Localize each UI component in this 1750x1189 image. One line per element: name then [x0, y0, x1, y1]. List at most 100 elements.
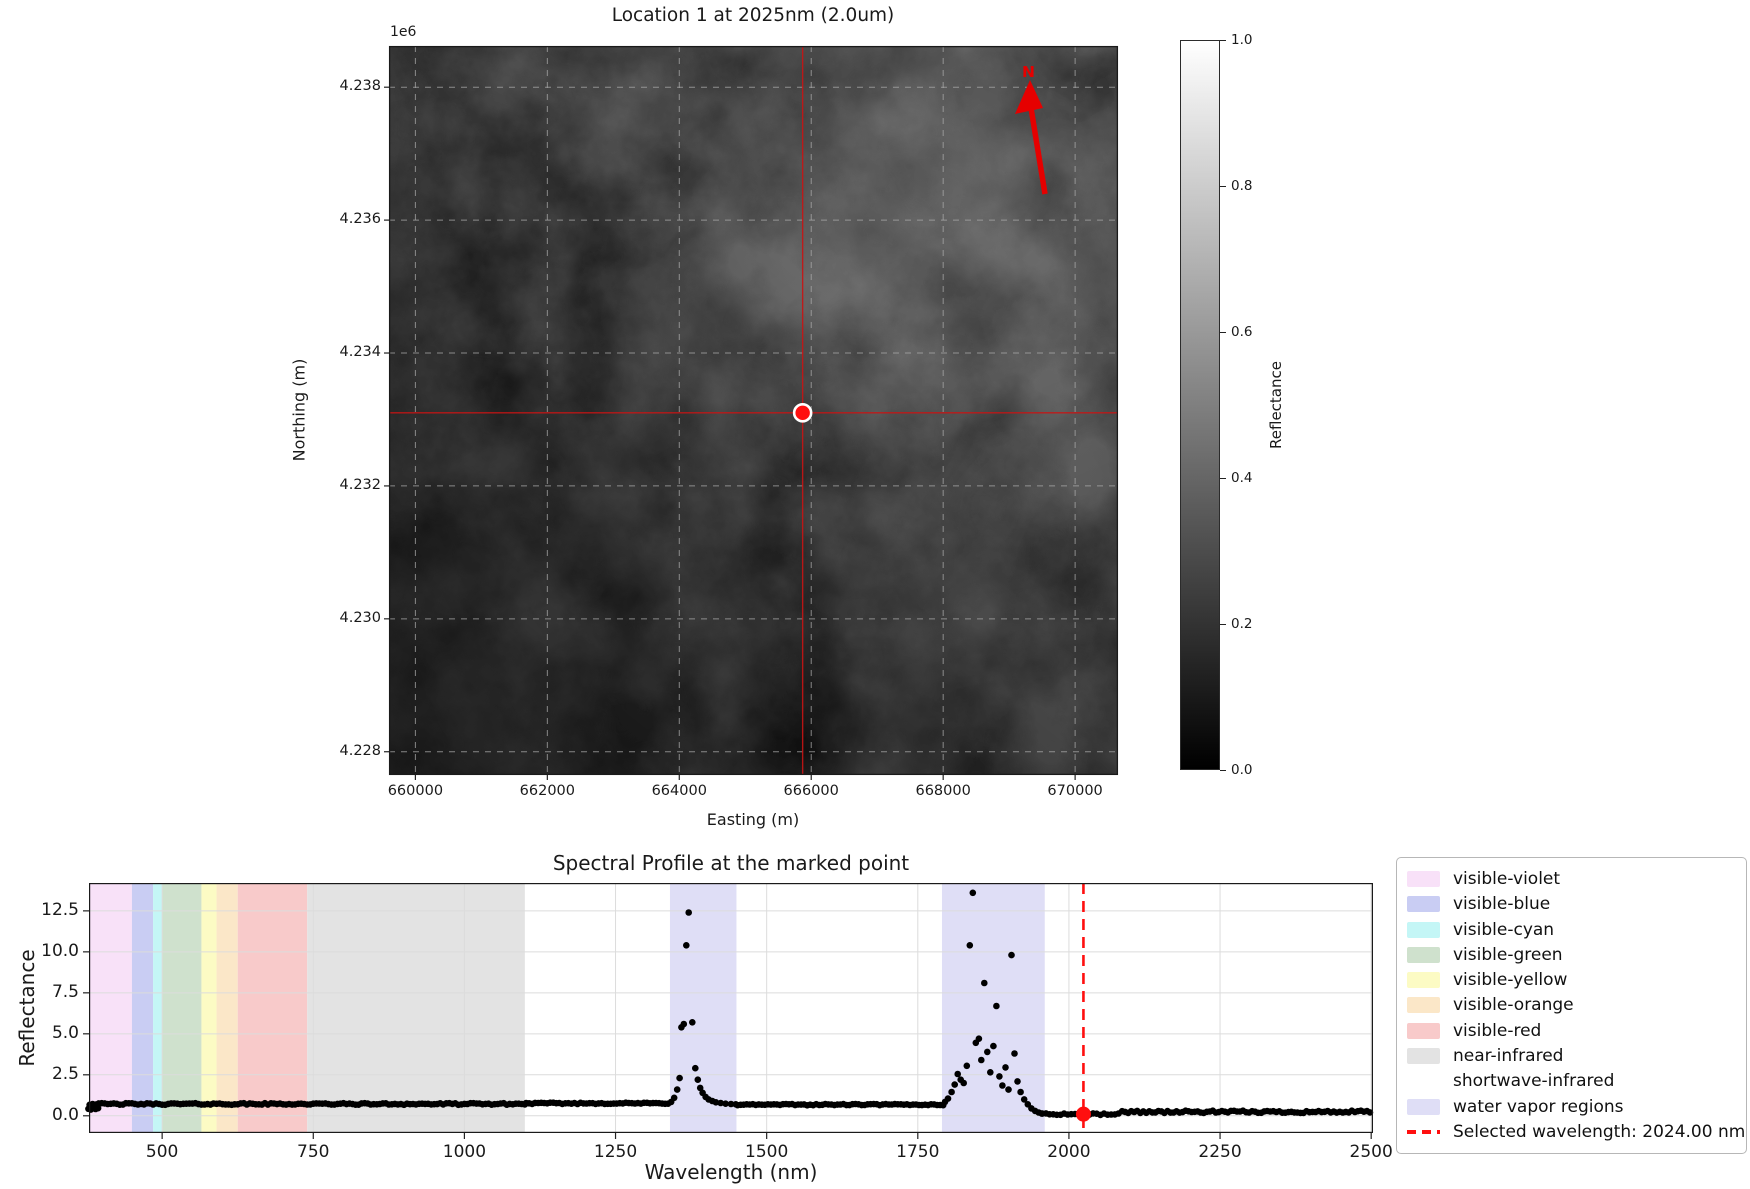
legend-color-swatch	[1407, 1022, 1440, 1039]
band-visible-red	[237, 883, 308, 1133]
tick-mark	[1220, 40, 1226, 42]
legend-item: visible-blue	[1407, 892, 1736, 916]
spectral-plot[interactable]	[83, 883, 1374, 1139]
data-point	[984, 1048, 991, 1056]
legend-item-label: visible-violet	[1453, 869, 1561, 889]
tick-mark	[1220, 770, 1226, 772]
map-y-tick-label: 4.228	[339, 742, 381, 759]
legend-item: visible-violet	[1407, 867, 1736, 891]
data-point	[1005, 1086, 1012, 1093]
legend-color-swatch	[1407, 997, 1440, 1014]
legend-color-swatch	[1407, 1048, 1440, 1065]
spectrum-y-tick-label: 12.5	[41, 899, 79, 920]
legend-item: near-infrared	[1407, 1044, 1736, 1068]
tick-mark	[1220, 332, 1226, 334]
colorbar-tick-label: 1.0	[1231, 32, 1253, 48]
legend-dashed-line-swatch	[1407, 1129, 1440, 1134]
tick-mark	[1220, 624, 1226, 626]
data-point	[676, 1074, 683, 1082]
spectrum-x-tick-label: 1750	[896, 1142, 940, 1162]
spectrum-y-tick-label: 5.0	[51, 1022, 79, 1043]
spectrum-y-tick-label: 0.0	[51, 1104, 79, 1125]
map-plot[interactable]: N	[384, 45, 1119, 780]
map-image[interactable]: N	[384, 45, 1119, 780]
legend-item: visible-red	[1407, 1019, 1736, 1043]
legend-item: shortwave-infrared	[1407, 1069, 1736, 1093]
data-point	[1038, 1110, 1045, 1117]
legend-item: visible-orange	[1407, 993, 1736, 1017]
data-point	[1014, 1078, 1021, 1085]
legend-color-swatch	[1407, 946, 1440, 963]
data-point	[1002, 1064, 1009, 1071]
data-point	[673, 1086, 681, 1093]
data-point	[960, 1079, 967, 1087]
legend-item: visible-cyan	[1407, 918, 1736, 942]
data-point	[727, 1100, 735, 1108]
legend-item-label: visible-red	[1453, 1020, 1542, 1041]
data-point	[1008, 951, 1015, 959]
colorbar-tick-label: 0.8	[1231, 178, 1253, 194]
data-point	[969, 889, 977, 897]
colorbar-tick-label: 0.4	[1231, 470, 1253, 486]
band-visible-yellow	[201, 883, 217, 1133]
data-point	[1017, 1088, 1024, 1096]
map-y-tick-label: 4.238	[339, 78, 381, 95]
colorbar	[1180, 40, 1220, 770]
data-point	[951, 1081, 958, 1088]
legend-item-label: visible-blue	[1453, 894, 1551, 915]
data-point	[694, 1076, 702, 1083]
band-water-vapor-region-2	[941, 883, 1045, 1133]
data-point	[692, 1064, 699, 1072]
spectrum-y-tick-label: 10.0	[41, 940, 79, 961]
legend-item-label: water vapor regions	[1453, 1096, 1624, 1117]
data-point	[996, 1073, 1003, 1080]
marked-point-marker[interactable]	[792, 403, 813, 423]
map-y-tick-label: 4.232	[339, 476, 381, 493]
colorbar-label: Reflectance	[1267, 361, 1285, 449]
svg-text:N: N	[1022, 63, 1035, 81]
data-point	[732, 1101, 740, 1108]
data-point	[1020, 1096, 1028, 1103]
data-point	[1011, 1050, 1018, 1057]
data-point	[722, 1100, 729, 1107]
spectrum-x-tick-label: 750	[297, 1142, 330, 1162]
map-x-tick-label: 662000	[519, 783, 575, 799]
legend-color-swatch	[1407, 896, 1440, 913]
legend-item: Selected wavelength: 2024.00 nm	[1407, 1120, 1745, 1144]
selected-wavelength-marker	[1075, 1106, 1091, 1122]
map-axis-offset-label: 1e6	[390, 24, 417, 40]
spectral-plot-title: Spectral Profile at the marked point	[552, 851, 910, 875]
data-point	[717, 1099, 724, 1107]
tick-mark	[1220, 186, 1226, 188]
data-point	[978, 1056, 985, 1064]
data-point	[683, 942, 690, 949]
data-point	[685, 909, 692, 916]
map-x-tick-label: 666000	[783, 783, 839, 799]
band-visible-cyan	[153, 883, 163, 1133]
map-frame	[388, 45, 1119, 776]
legend: visible-violet visible-blue visible-cyan vi…	[1396, 857, 1747, 1154]
legend-item: visible-green	[1407, 943, 1736, 967]
data-point	[680, 1020, 688, 1028]
data-point	[990, 1042, 997, 1050]
colorbar-tick-label: 0.0	[1231, 762, 1253, 778]
colorbar-tick-label: 0.6	[1231, 324, 1253, 340]
band-visible-orange	[216, 883, 238, 1133]
data-point	[987, 1069, 994, 1076]
spectrum-x-tick-label: 1500	[745, 1142, 789, 1162]
data-point	[954, 1070, 961, 1078]
legend-color-swatch	[1407, 1073, 1440, 1090]
legend-color-swatch	[1407, 871, 1440, 887]
data-point	[981, 979, 988, 987]
legend-item-label: visible-orange	[1453, 995, 1574, 1016]
map-y-tick-label: 4.234	[339, 344, 381, 361]
map-y-tick-label: 4.236	[339, 211, 381, 228]
map-x-tick-label: 660000	[387, 783, 444, 799]
spectrum-x-tick-label: 500	[145, 1142, 179, 1162]
map-y-axis-label: Northing (m)	[289, 358, 309, 462]
legend-item: visible-yellow	[1407, 968, 1736, 992]
data-point	[975, 1035, 983, 1042]
map-x-tick-label: 670000	[1047, 783, 1103, 799]
legend-item-label: visible-yellow	[1453, 970, 1568, 991]
